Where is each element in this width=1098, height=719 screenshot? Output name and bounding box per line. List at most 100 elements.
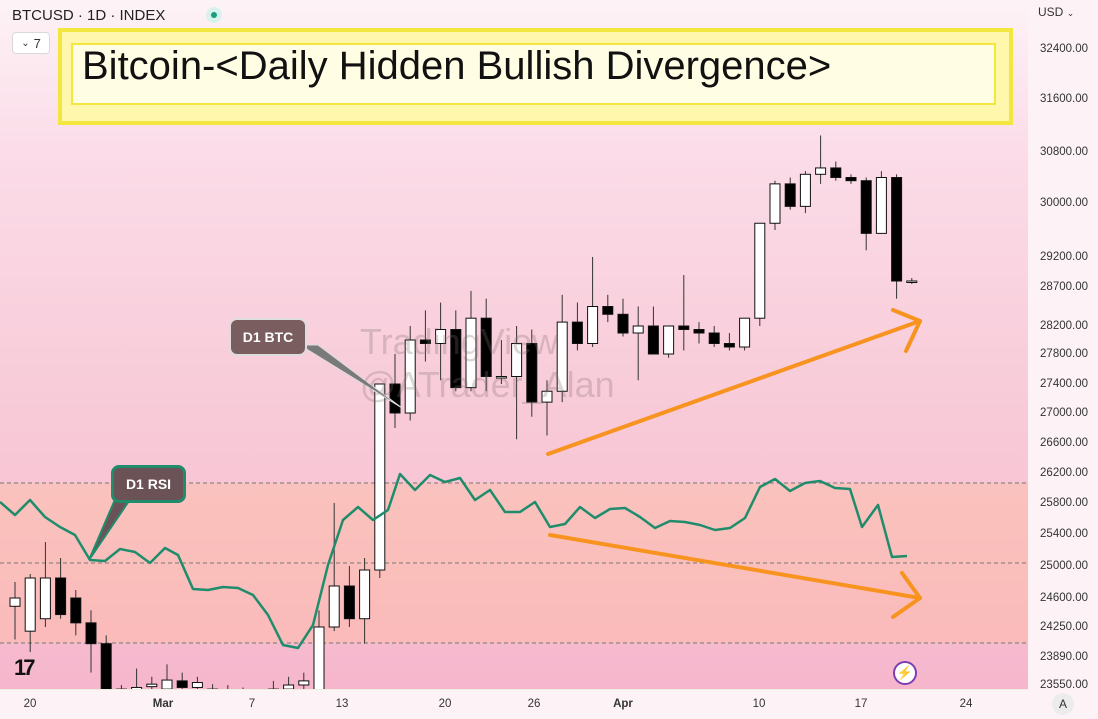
candle xyxy=(191,676,203,689)
candle-body xyxy=(663,325,675,355)
candle xyxy=(70,590,82,636)
time-tick-label: 17 xyxy=(854,698,868,710)
symbol-label[interactable]: BTCUSD · 1D · INDEX xyxy=(12,7,166,24)
tradingview-logo-icon[interactable]: 17 xyxy=(14,655,36,680)
title-banner: Bitcoin-<Daily Hidden Bullish Divergence… xyxy=(58,28,1013,125)
candle xyxy=(587,257,599,347)
time-tick-label: 20 xyxy=(438,698,452,710)
candle xyxy=(556,294,568,403)
candle xyxy=(404,326,416,421)
price-tick-label: 27000.00 xyxy=(1040,407,1088,419)
candle-body xyxy=(693,329,705,334)
candle-body xyxy=(587,306,599,344)
candle xyxy=(526,329,538,417)
chart-svg[interactable] xyxy=(0,0,1028,689)
candle-body xyxy=(419,339,431,344)
candle-body xyxy=(161,679,173,689)
candle xyxy=(754,222,766,326)
candle xyxy=(419,310,431,362)
candle-body xyxy=(131,686,143,689)
rsi-lower-low-arrow xyxy=(548,533,922,600)
candle xyxy=(100,635,112,689)
candle xyxy=(283,676,295,689)
price-tick-label: 26600.00 xyxy=(1040,437,1088,449)
candle-body xyxy=(739,317,751,348)
rsi-callout-label: D1 RSI xyxy=(111,465,186,503)
indicators-toggle-button[interactable]: ⌄ 7 xyxy=(12,32,50,54)
candle xyxy=(359,558,371,644)
candle-body xyxy=(480,317,492,378)
candle-body xyxy=(647,325,659,355)
candle xyxy=(784,177,796,210)
candle xyxy=(799,171,811,214)
chart-title: Bitcoin-<Daily Hidden Bullish Divergence… xyxy=(82,44,832,88)
candle-body xyxy=(891,177,903,282)
candle xyxy=(541,380,553,436)
candle-body xyxy=(571,321,583,345)
price-arrowhead xyxy=(891,308,922,353)
candle xyxy=(9,582,21,640)
time-tick-label: 26 xyxy=(527,698,541,710)
candle-body xyxy=(176,680,188,688)
candle-body xyxy=(465,317,477,389)
title-inner-frame xyxy=(71,43,996,105)
candle-body xyxy=(541,390,553,403)
candle-body xyxy=(191,682,203,688)
candle xyxy=(632,306,644,381)
chevron-down-icon: ⌄ xyxy=(21,37,30,49)
price-axis-ticks: 32400.00 31600.00 30800.00 30000.00 29200.00… xyxy=(1028,0,1098,719)
candle xyxy=(374,383,386,578)
price-tick-label: 24600.00 xyxy=(1040,592,1088,604)
candle-body xyxy=(374,383,386,571)
watermark: TradingView @ATrader_Alan xyxy=(360,320,680,406)
candle xyxy=(511,326,523,440)
candle-body xyxy=(830,167,842,178)
price-tick-label: 28700.00 xyxy=(1040,281,1088,293)
candle-body xyxy=(100,643,112,689)
candle-body xyxy=(678,325,690,330)
price-tick-label: 25800.00 xyxy=(1040,497,1088,509)
price-tick-label: 23550.00 xyxy=(1040,679,1088,691)
candle xyxy=(435,302,447,381)
watermark-line2: @ATrader_Alan xyxy=(360,364,615,406)
candle-body xyxy=(70,597,82,624)
candle-body xyxy=(55,577,67,616)
candle-body xyxy=(146,683,158,688)
price-tick-label: 28200.00 xyxy=(1040,320,1088,332)
candle xyxy=(663,325,675,358)
price-tick-label: 31600.00 xyxy=(1040,93,1088,105)
auto-scale-button[interactable]: A xyxy=(1052,693,1074,715)
candle xyxy=(131,668,143,689)
candle xyxy=(146,676,158,689)
candle-body xyxy=(708,332,720,344)
candle-body xyxy=(632,325,644,334)
price-tick-label: 27800.00 xyxy=(1040,348,1088,360)
price-tick-label: 27400.00 xyxy=(1040,378,1088,390)
candle-body xyxy=(404,339,416,414)
candle-body xyxy=(283,684,295,689)
candle xyxy=(465,290,477,392)
candle xyxy=(739,317,751,351)
candle-body xyxy=(906,280,918,283)
flash-icon[interactable]: ⚡ xyxy=(893,661,917,685)
price-axis[interactable] xyxy=(1028,0,1098,719)
time-axis[interactable]: 20 Mar 7 13 20 26 Apr 10 17 24 xyxy=(0,689,1028,719)
candle xyxy=(480,298,492,392)
candle xyxy=(85,610,97,673)
candle xyxy=(313,610,325,689)
currency-selector[interactable]: USD ⌄ xyxy=(1038,5,1074,19)
candle-body xyxy=(754,222,766,319)
candle-body xyxy=(845,177,857,182)
candle-body xyxy=(450,329,462,389)
candle-body xyxy=(495,376,507,379)
candle xyxy=(227,685,229,689)
candle-body xyxy=(556,321,568,392)
candle-body xyxy=(328,585,340,628)
candle xyxy=(495,340,507,384)
btc-callout-pointer xyxy=(298,344,403,409)
candle xyxy=(647,306,659,355)
candle xyxy=(328,503,340,632)
candle xyxy=(207,684,219,689)
candle-body xyxy=(9,597,21,607)
